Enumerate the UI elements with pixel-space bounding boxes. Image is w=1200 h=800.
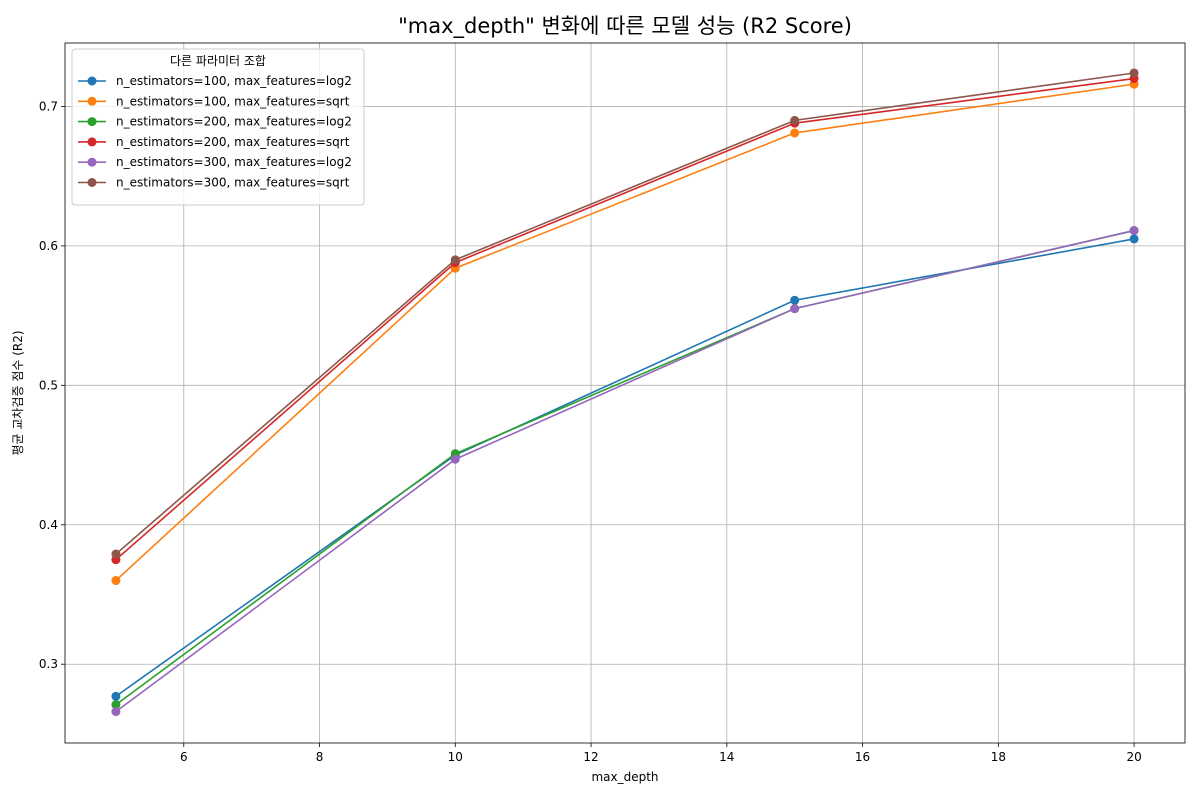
legend-label: n_estimators=200, max_features=sqrt bbox=[116, 135, 350, 149]
x-tick-label: 10 bbox=[448, 750, 463, 764]
x-tick-label: 6 bbox=[180, 750, 188, 764]
legend-title: 다른 파라미터 조합 bbox=[170, 54, 266, 68]
x-tick-label: 18 bbox=[991, 750, 1006, 764]
legend: 다른 파라미터 조합 n_estimators=100, max_feature… bbox=[71, 48, 365, 206]
axis-ticks: 6 8 10 12 14 16 18 20 0.3 0.4 0.5 0.6 0.7 bbox=[39, 99, 1142, 764]
x-tick-label: 16 bbox=[855, 750, 870, 764]
x-tick-label: 14 bbox=[719, 750, 734, 764]
legend-swatch-marker bbox=[87, 178, 97, 187]
series-line bbox=[115, 238, 1135, 697]
legend-item: n_estimators=100, max_features=log2 bbox=[78, 74, 352, 88]
grid-lines bbox=[65, 43, 1185, 743]
y-tick-label: 0.7 bbox=[39, 99, 58, 113]
y-tick-label: 0.6 bbox=[39, 239, 58, 253]
data-point bbox=[1129, 226, 1139, 236]
series-line bbox=[115, 229, 1135, 706]
legend-item: n_estimators=100, max_features=sqrt bbox=[78, 94, 350, 108]
data-point bbox=[790, 128, 800, 138]
y-axis-label: 평균 교차검증 점수 (R2) bbox=[11, 330, 25, 455]
data-point bbox=[1129, 68, 1139, 78]
series-1 bbox=[111, 234, 1139, 701]
series-line bbox=[115, 77, 1135, 561]
series-line bbox=[115, 229, 1135, 713]
x-tick-label: 8 bbox=[316, 750, 324, 764]
data-point bbox=[111, 549, 121, 559]
y-tick-label: 0.5 bbox=[39, 378, 58, 392]
y-tick-label: 0.3 bbox=[39, 657, 58, 671]
legend-swatch-marker bbox=[87, 76, 97, 86]
data-point bbox=[790, 295, 800, 305]
data-point bbox=[111, 691, 121, 701]
data-point bbox=[450, 255, 460, 265]
x-axis-label: max_depth bbox=[591, 770, 658, 784]
legend-item: n_estimators=300, max_features=sqrt bbox=[78, 176, 350, 190]
legend-label: n_estimators=300, max_features=sqrt bbox=[116, 176, 350, 190]
plot-area bbox=[64, 42, 1186, 744]
data-point bbox=[790, 115, 800, 125]
legend-label: n_estimators=100, max_features=sqrt bbox=[116, 94, 350, 108]
legend-label: n_estimators=200, max_features=log2 bbox=[116, 115, 352, 129]
series-line bbox=[115, 83, 1135, 582]
legend-box bbox=[71, 48, 365, 206]
data-point bbox=[450, 454, 460, 464]
legend-swatch-marker bbox=[87, 96, 97, 106]
x-tick-label: 20 bbox=[1126, 750, 1141, 764]
data-point bbox=[1129, 234, 1139, 244]
legend-label: n_estimators=300, max_features=log2 bbox=[116, 155, 352, 169]
data-point bbox=[111, 707, 121, 717]
data-point bbox=[111, 700, 121, 710]
legend-swatch-marker bbox=[87, 157, 97, 167]
series-5 bbox=[111, 226, 1139, 717]
data-point bbox=[790, 304, 800, 314]
series-lines bbox=[111, 68, 1139, 717]
y-tick-label: 0.4 bbox=[39, 518, 58, 532]
legend-swatch-marker bbox=[87, 137, 97, 147]
x-tick-label: 12 bbox=[583, 750, 598, 764]
series-line bbox=[115, 72, 1135, 555]
legend-item: n_estimators=200, max_features=log2 bbox=[78, 115, 352, 129]
data-point bbox=[111, 576, 121, 586]
chart-title: "max_depth" 변화에 따른 모델 성능 (R2 Score) bbox=[398, 14, 852, 39]
legend-item: n_estimators=300, max_features=log2 bbox=[78, 155, 352, 169]
legend-label: n_estimators=100, max_features=log2 bbox=[116, 74, 352, 88]
series-3 bbox=[111, 226, 1139, 710]
series-6 bbox=[111, 68, 1139, 559]
legend-items: n_estimators=100, max_features=log2 n_est… bbox=[78, 74, 352, 190]
legend-swatch-marker bbox=[87, 117, 97, 127]
legend-item: n_estimators=200, max_features=sqrt bbox=[78, 135, 350, 149]
